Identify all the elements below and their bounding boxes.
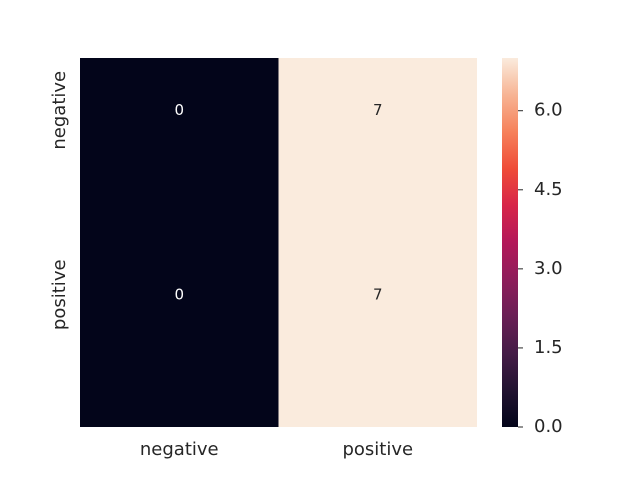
heatmap-cell-positive-positive [278, 242, 477, 427]
colorbar-tick-label: 6.0 [534, 100, 563, 121]
heatmap-cell-negative-negative [80, 58, 279, 243]
colorbar [502, 58, 518, 427]
cell-annotation: 7 [373, 285, 383, 303]
colorbar-gradient [502, 58, 518, 427]
cell-annotations: 0 7 0 7 [174, 101, 382, 304]
cell-annotation: 0 [174, 285, 184, 303]
y-axis-ticks: negative positive [49, 71, 70, 330]
cell-annotation: 0 [174, 101, 184, 119]
cell-annotation: 7 [373, 101, 383, 119]
y-tick-label: negative [49, 71, 70, 150]
colorbar-tick-label: 4.5 [534, 179, 563, 200]
colorbar-ticks: 0.0 1.5 3.0 4.5 6.0 [518, 100, 563, 437]
colorbar-tick-label: 3.0 [534, 258, 563, 279]
heatmap-cell-negative-positive [278, 58, 477, 243]
x-axis-ticks: negative positive [140, 439, 413, 460]
y-tick-label: positive [49, 259, 70, 330]
x-tick-label: positive [342, 439, 413, 460]
colorbar-tick-label: 0.0 [534, 416, 563, 437]
heatmap-cells [80, 58, 477, 427]
heatmap-cell-positive-negative [80, 242, 279, 427]
colorbar-tick-label: 1.5 [534, 337, 563, 358]
x-tick-label: negative [140, 439, 219, 460]
